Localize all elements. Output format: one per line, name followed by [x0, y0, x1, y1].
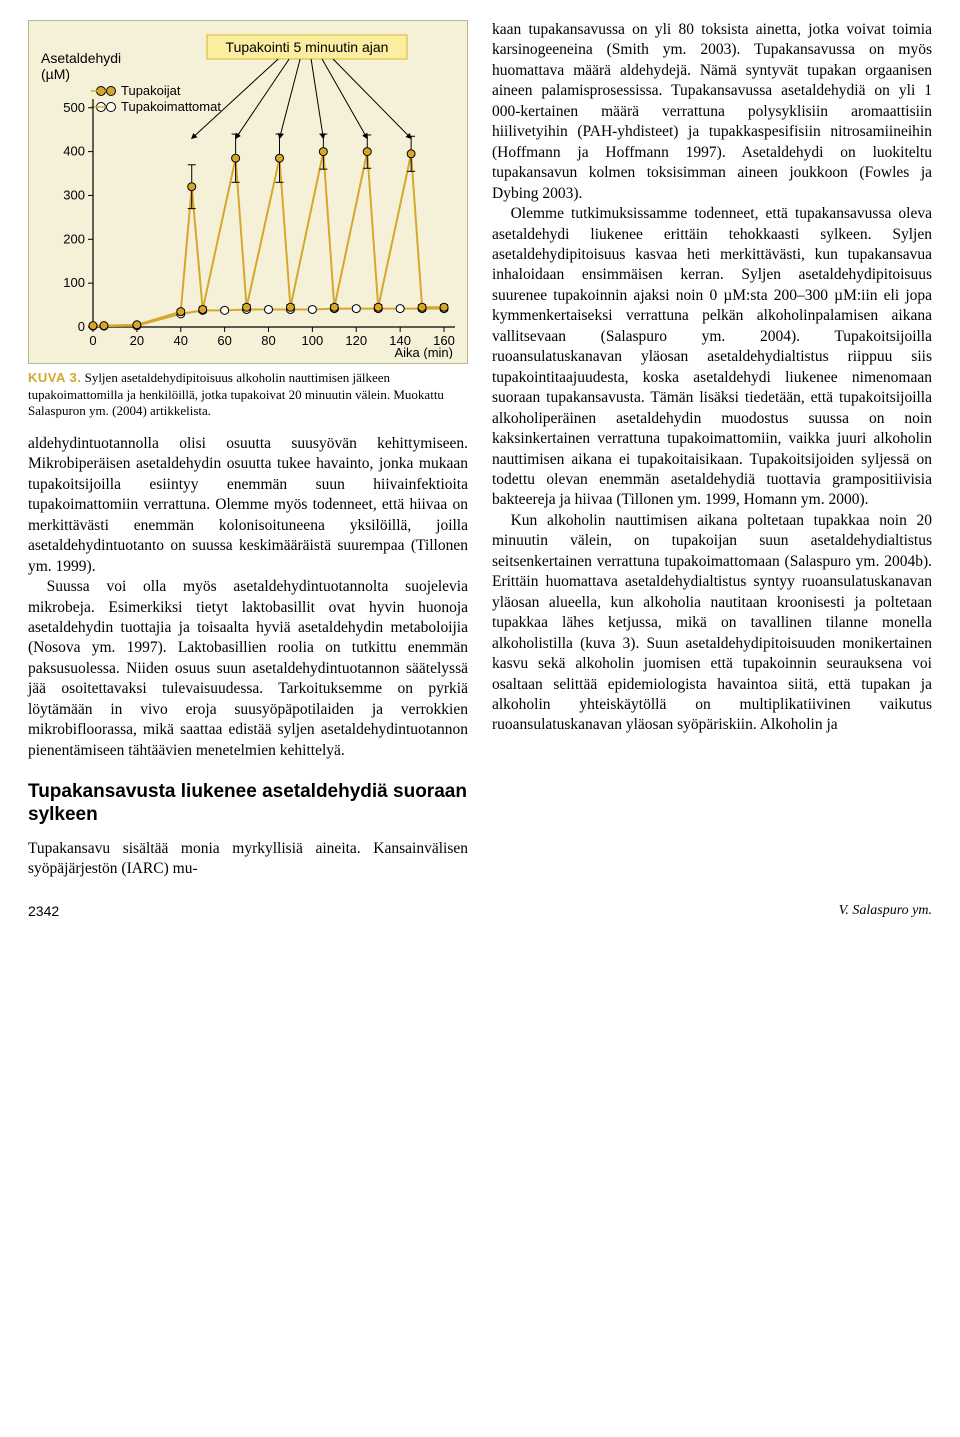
page-footer: 2342 V. Salaspuro ym. [28, 902, 932, 920]
svg-text:500: 500 [63, 100, 85, 115]
paragraph: Suussa voi olla myös asetaldehydintuotan… [28, 577, 468, 761]
svg-text:Aika (min): Aika (min) [394, 345, 453, 359]
svg-text:80: 80 [261, 333, 275, 348]
figure-label: KUVA 3. [28, 370, 81, 385]
svg-text:20: 20 [130, 333, 144, 348]
page-number: 2342 [28, 902, 59, 920]
svg-text:40: 40 [174, 333, 188, 348]
paragraph: Kun alkoholin nauttimisen aikana polteta… [492, 511, 932, 736]
right-column: kaan tupakansavussa on yli 80 toksista a… [492, 20, 932, 880]
svg-text:0: 0 [78, 319, 85, 334]
svg-text:Tupakoimattomat: Tupakoimattomat [121, 99, 221, 114]
left-column: Asetaldehydi(µM) Tupakointi 5 minuutin aj… [28, 20, 468, 880]
svg-text:Asetaldehydi: Asetaldehydi [41, 50, 121, 66]
svg-text:100: 100 [63, 275, 85, 290]
paragraph: Olemme tutkimuksissamme todenneet, että … [492, 204, 932, 511]
figure-caption: KUVA 3. Syljen asetaldehydipitoisuus alk… [28, 370, 468, 420]
chart-svg: Asetaldehydi(µM) Tupakointi 5 minuutin aj… [37, 29, 467, 359]
paragraph: Tupakansavu sisältää monia myrkyllisiä a… [28, 839, 468, 880]
svg-text:100: 100 [302, 333, 324, 348]
svg-text:200: 200 [63, 231, 85, 246]
svg-text:Tupakoijat: Tupakoijat [121, 83, 181, 98]
svg-text:0: 0 [89, 333, 96, 348]
figure-3-chart: Asetaldehydi(µM) Tupakointi 5 minuutin aj… [28, 20, 468, 364]
paragraph: aldehydintuotannolla olisi osuutta suusy… [28, 434, 468, 577]
svg-text:Tupakointi 5 minuutin ajan: Tupakointi 5 minuutin ajan [226, 39, 389, 55]
svg-text:120: 120 [345, 333, 367, 348]
svg-text:400: 400 [63, 144, 85, 159]
svg-text:60: 60 [217, 333, 231, 348]
svg-text:300: 300 [63, 187, 85, 202]
footer-authors: V. Salaspuro ym. [839, 902, 932, 920]
paragraph: kaan tupakansavussa on yli 80 toksista a… [492, 20, 932, 204]
svg-text:(µM): (µM) [41, 66, 70, 82]
figure-caption-text: Syljen asetaldehydipitoisuus alkoholin n… [28, 370, 444, 418]
section-heading: Tupakansavusta liukenee asetaldehydiä su… [28, 781, 468, 827]
